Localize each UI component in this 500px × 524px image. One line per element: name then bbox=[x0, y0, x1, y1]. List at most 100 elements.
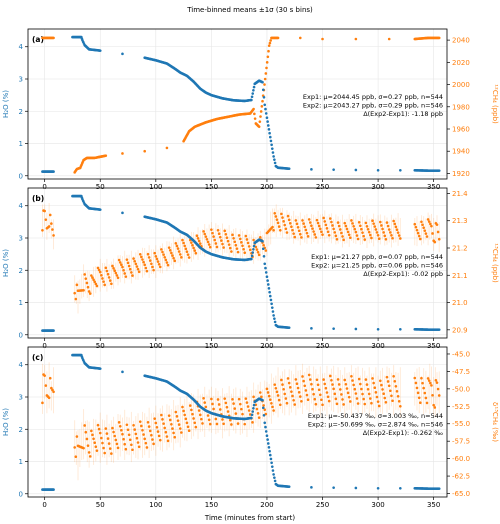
data-point bbox=[252, 403, 256, 407]
left-y-tick-label: 1 bbox=[19, 299, 23, 307]
data-point bbox=[121, 432, 124, 436]
data-point bbox=[341, 398, 344, 401]
data-point bbox=[98, 270, 102, 274]
right-y-tick-label: 20.9 bbox=[452, 326, 468, 334]
data-point bbox=[204, 405, 208, 409]
data-point bbox=[376, 168, 380, 172]
data-point bbox=[240, 241, 243, 244]
x-tick-label: 0 bbox=[42, 183, 46, 191]
right-y-axis-label: δ¹³CH₄ (‰) bbox=[491, 402, 499, 442]
data-point bbox=[251, 251, 255, 254]
data-point bbox=[257, 416, 261, 419]
data-point bbox=[258, 236, 262, 239]
data-point bbox=[91, 433, 94, 437]
data-point bbox=[183, 244, 187, 248]
data-point bbox=[365, 225, 369, 228]
data-point bbox=[273, 383, 277, 386]
data-point bbox=[153, 251, 157, 255]
data-point bbox=[96, 266, 100, 270]
data-point bbox=[333, 231, 337, 234]
data-point bbox=[436, 230, 440, 234]
data-point bbox=[271, 310, 275, 313]
data-point bbox=[296, 226, 300, 229]
data-point bbox=[374, 228, 378, 231]
data-point bbox=[252, 88, 255, 92]
data-point bbox=[95, 284, 99, 288]
data-point bbox=[162, 253, 165, 256]
data-point bbox=[264, 412, 268, 416]
data-point bbox=[310, 327, 313, 330]
data-point bbox=[123, 272, 126, 275]
left-y-tick-label: 2 bbox=[19, 426, 23, 434]
right-y-tick-label: -52.5 bbox=[452, 403, 470, 411]
x-tick-label: 200 bbox=[260, 183, 273, 191]
data-point bbox=[276, 394, 280, 397]
data-point bbox=[198, 242, 202, 245]
data-point bbox=[196, 237, 200, 240]
data-point bbox=[107, 276, 111, 279]
data-point bbox=[184, 247, 188, 251]
data-point bbox=[256, 412, 260, 415]
data-point bbox=[228, 418, 232, 422]
data-point bbox=[243, 251, 247, 254]
data-point bbox=[255, 407, 259, 411]
data-point bbox=[280, 212, 283, 216]
data-point bbox=[155, 425, 159, 429]
data-point bbox=[422, 226, 425, 229]
stats-annotation: Exp1: μ=21.27 ppb, σ=0.07 ppb, n=544Exp2… bbox=[311, 253, 443, 278]
data-point bbox=[175, 244, 179, 248]
data-point bbox=[437, 394, 441, 397]
data-point bbox=[48, 213, 52, 217]
data-point bbox=[82, 446, 85, 450]
data-point bbox=[92, 437, 95, 441]
data-point bbox=[351, 222, 354, 225]
data-point bbox=[216, 398, 220, 401]
data-point bbox=[308, 378, 312, 381]
data-point bbox=[52, 234, 55, 237]
data-point bbox=[226, 410, 230, 413]
left-y-axis-label: H₂O (%) bbox=[2, 408, 10, 436]
data-point bbox=[84, 430, 88, 434]
data-point bbox=[312, 230, 315, 233]
data-point bbox=[172, 256, 175, 260]
data-point bbox=[366, 387, 370, 391]
data-point bbox=[314, 402, 318, 406]
data-point bbox=[326, 395, 330, 399]
data-point bbox=[141, 258, 144, 261]
data-point bbox=[437, 328, 441, 331]
data-point bbox=[108, 447, 112, 450]
data-point bbox=[184, 417, 188, 421]
data-point bbox=[263, 262, 267, 266]
data-point bbox=[267, 287, 271, 290]
data-point bbox=[320, 398, 323, 402]
data-point bbox=[135, 265, 139, 268]
data-point bbox=[427, 220, 431, 223]
data-point bbox=[218, 408, 222, 411]
data-point bbox=[310, 382, 313, 386]
data-point bbox=[52, 488, 55, 491]
data-point bbox=[306, 235, 310, 238]
data-point bbox=[240, 407, 243, 411]
data-point bbox=[263, 421, 267, 425]
data-point bbox=[252, 395, 255, 399]
data-point bbox=[311, 227, 314, 230]
x-tick-label: 50 bbox=[96, 501, 105, 509]
data-point bbox=[437, 487, 441, 490]
x-tick-label: 350 bbox=[427, 501, 440, 509]
data-point bbox=[345, 227, 349, 231]
data-point bbox=[131, 274, 134, 277]
data-point bbox=[41, 228, 44, 232]
data-point bbox=[264, 271, 268, 274]
data-point bbox=[269, 457, 273, 461]
data-point bbox=[261, 99, 264, 103]
data-point bbox=[268, 453, 272, 457]
data-point bbox=[354, 37, 358, 41]
data-point bbox=[270, 461, 273, 465]
data-point bbox=[233, 407, 237, 410]
data-point bbox=[213, 238, 217, 242]
data-point bbox=[236, 250, 240, 254]
data-point bbox=[285, 401, 289, 405]
data-point bbox=[274, 215, 278, 218]
x-tick-label: 300 bbox=[371, 183, 384, 191]
data-point bbox=[277, 398, 281, 402]
